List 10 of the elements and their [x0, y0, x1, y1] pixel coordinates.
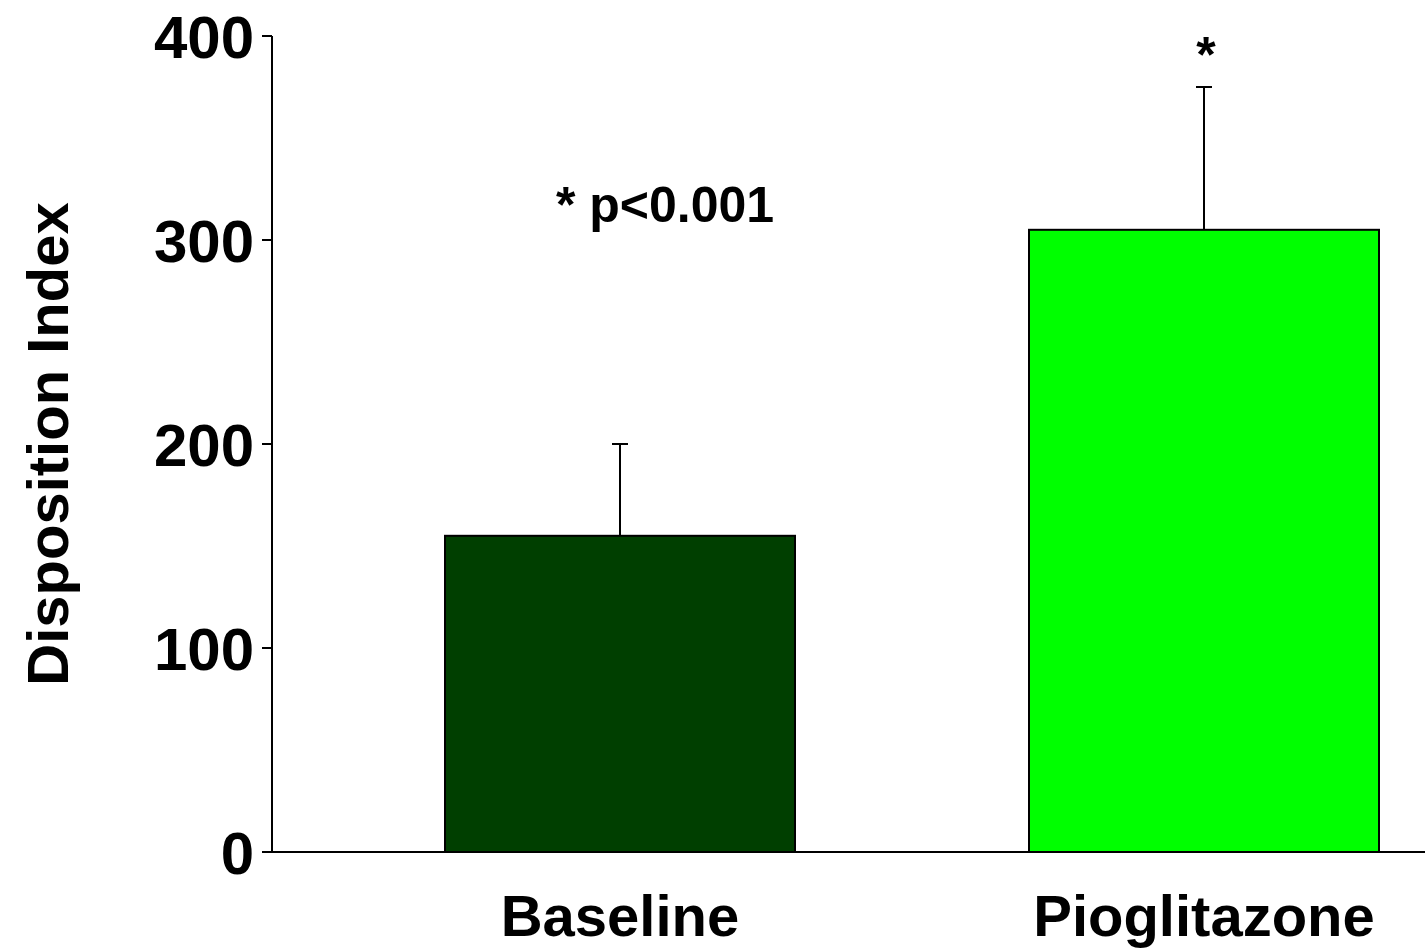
annotation: * p<0.001	[555, 177, 775, 233]
y-tick-label: 200	[153, 411, 254, 479]
y-axis-title: Disposition Index	[15, 202, 80, 686]
y-tick-label: 300	[153, 207, 254, 275]
y-tick-label: 400	[153, 3, 254, 71]
x-tick-label: Baseline	[500, 883, 740, 948]
y-tick-label: 100	[153, 615, 254, 683]
x-tick-label: Pioglitazone	[1033, 883, 1375, 948]
y-tick-label: 0	[220, 819, 254, 887]
annotation: *	[1196, 27, 1217, 83]
